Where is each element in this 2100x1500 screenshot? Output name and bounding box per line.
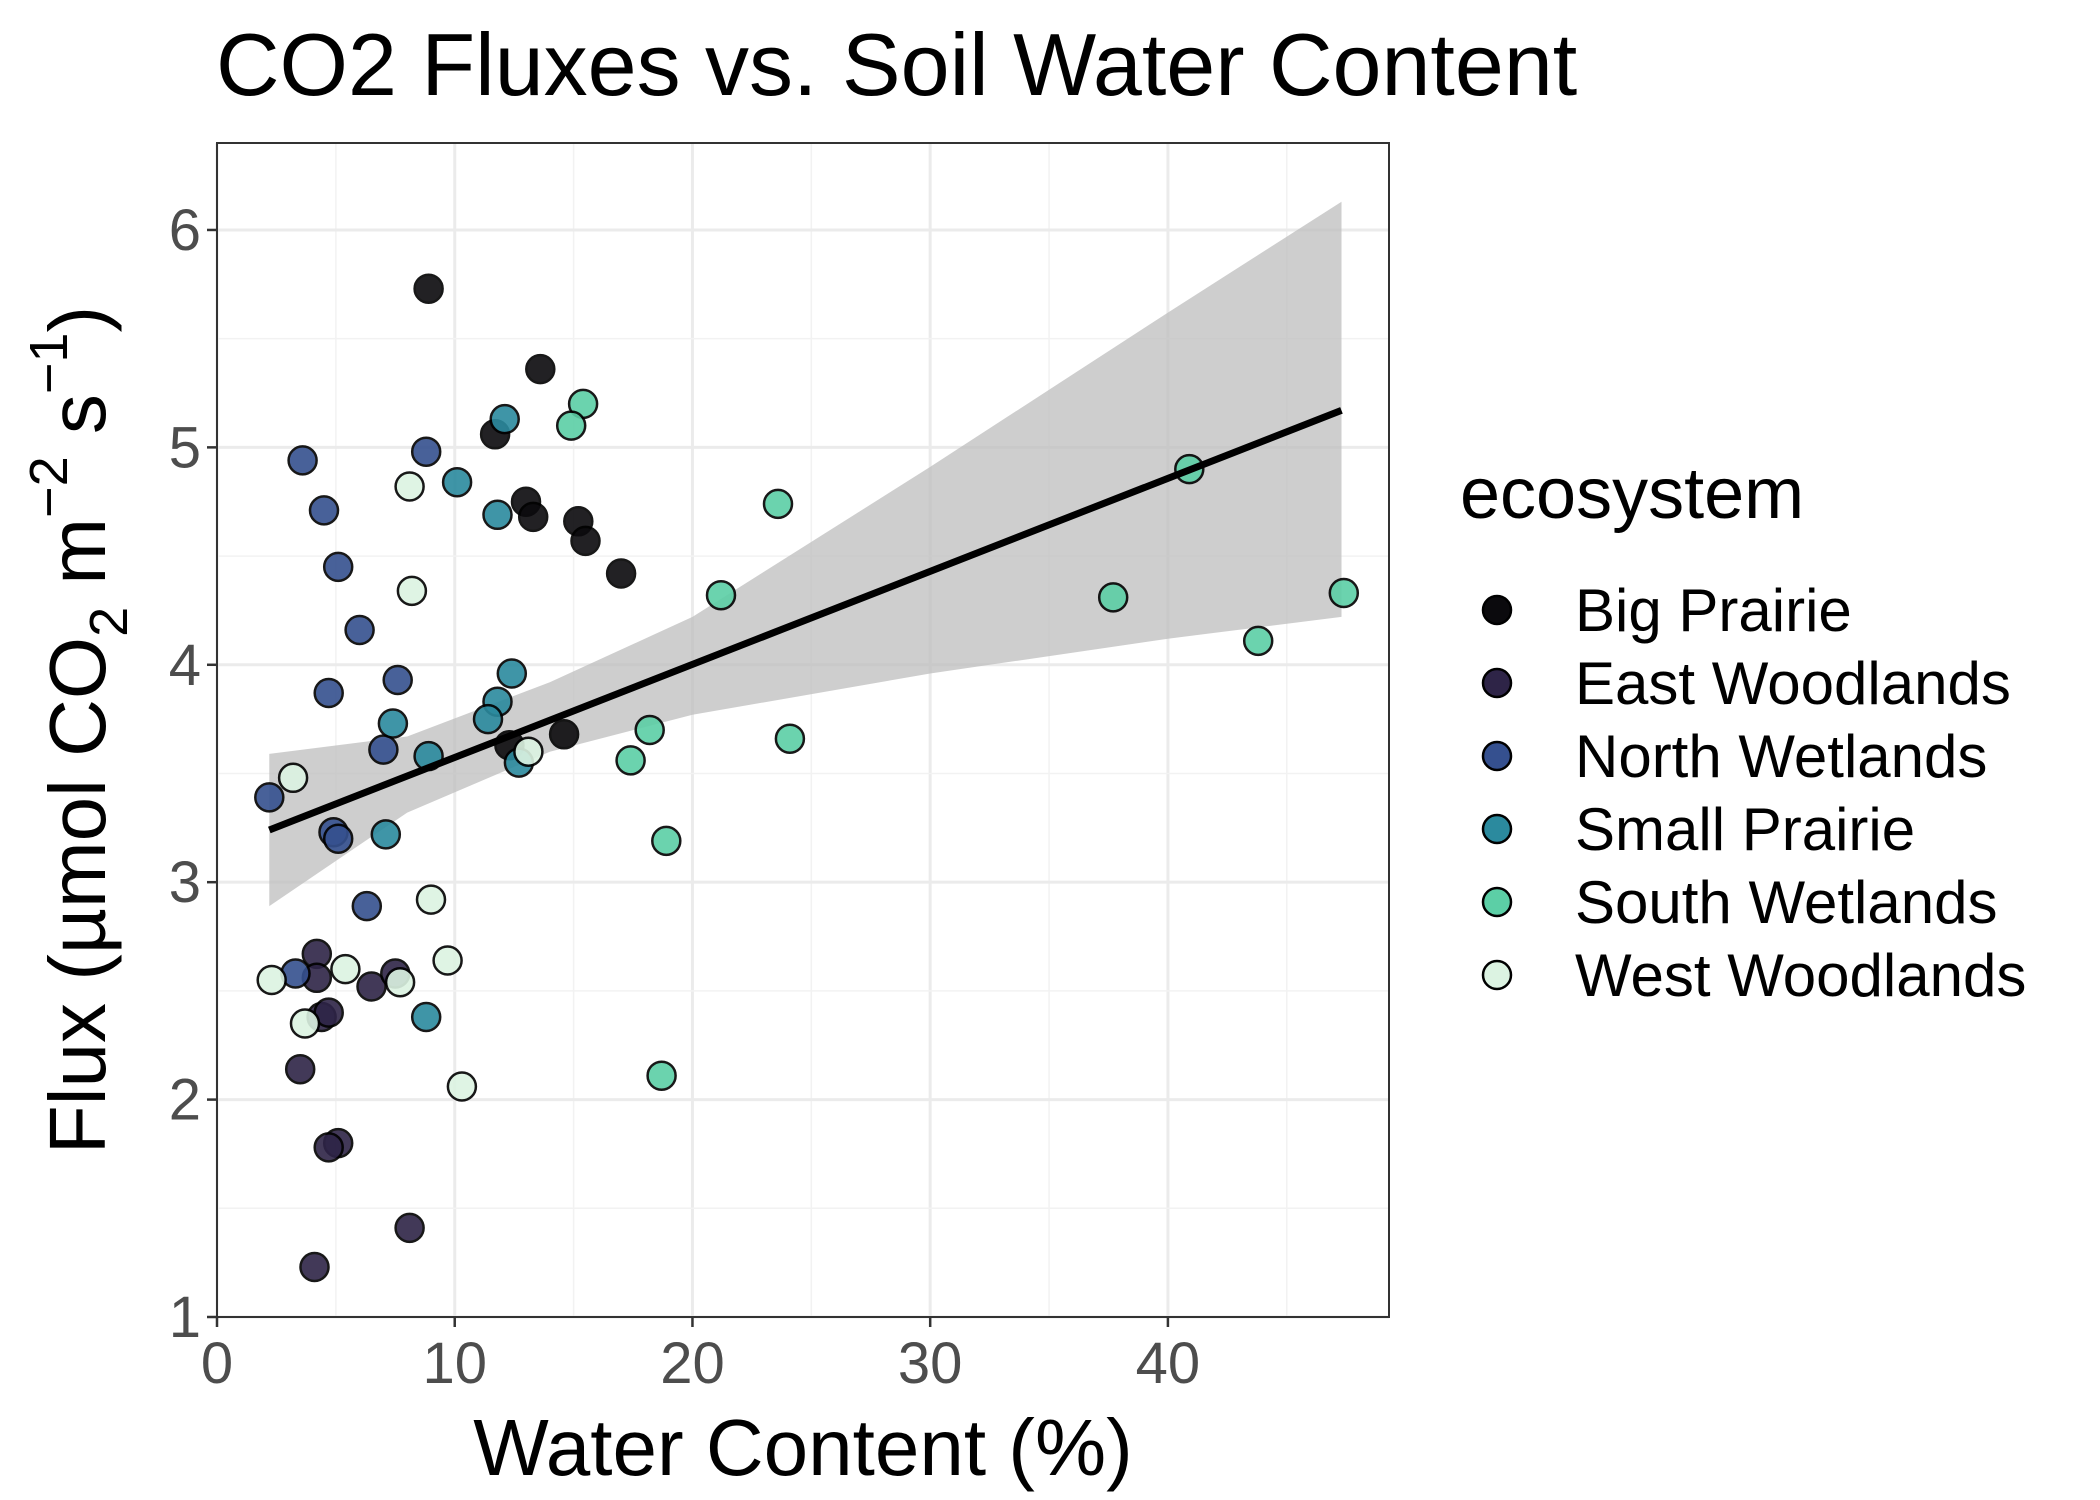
- point-north-wetlands: [254, 782, 285, 813]
- point-big-prairie: [605, 558, 637, 589]
- point-north-wetlands: [287, 445, 318, 476]
- chart-title: CO2 Fluxes vs. Soil Water Content: [216, 15, 1577, 114]
- point-west-woodlands: [384, 966, 416, 998]
- point-south-wetlands: [774, 723, 806, 754]
- point-west-woodlands: [330, 953, 361, 985]
- legend-key: [1481, 667, 1513, 699]
- axis-ticks: 0 10 20 30 40 1 2 3 4 5 6: [169, 198, 1200, 1396]
- point-south-wetlands: [555, 410, 587, 441]
- point-north-wetlands: [322, 823, 354, 854]
- y-tick-label: 3: [169, 850, 201, 915]
- plot-border: [216, 142, 1390, 1318]
- point-north-wetlands: [344, 614, 375, 646]
- point-west-woodlands: [415, 884, 447, 915]
- y-tick-label: 4: [169, 633, 201, 698]
- legend-label: South Wetlands: [1575, 869, 1998, 936]
- legend-item: Small Prairie: [1481, 796, 1915, 863]
- point-small-prairie: [472, 703, 504, 735]
- x-tick-label: 20: [660, 1331, 725, 1396]
- point-south-wetlands: [646, 1060, 677, 1091]
- legend-label: East Woodlands: [1575, 650, 2011, 717]
- legend-key: [1481, 594, 1513, 626]
- point-east-woodlands: [313, 1132, 344, 1163]
- legend-key: [1481, 813, 1513, 845]
- y-axis-title-s-exponent: −1: [19, 333, 79, 395]
- y-axis-title: Flux (µmol CO2 m−2 s−1): [19, 306, 139, 1154]
- point-south-wetlands: [1242, 625, 1274, 657]
- y-axis-title-prefix: Flux (µmol CO: [33, 637, 122, 1154]
- point-small-prairie: [496, 658, 528, 689]
- legend-label: Big Prairie: [1575, 577, 1852, 644]
- legend-item: Big Prairie: [1481, 577, 1852, 644]
- legend-key: [1481, 886, 1513, 918]
- y-axis-title-subscript: 2: [79, 607, 139, 637]
- point-south-wetlands: [615, 745, 646, 776]
- point-small-prairie: [482, 499, 513, 531]
- point-north-wetlands: [313, 677, 344, 709]
- x-axis-title: Water Content (%): [473, 1403, 1132, 1492]
- point-small-prairie: [489, 403, 520, 435]
- y-tick-label: 5: [169, 415, 201, 480]
- legend-item: South Wetlands: [1481, 869, 1998, 936]
- point-south-wetlands: [651, 825, 682, 857]
- point-east-woodlands: [394, 1212, 425, 1244]
- legend-item: East Woodlands: [1481, 650, 2011, 717]
- point-small-prairie: [441, 466, 473, 498]
- point-south-wetlands: [634, 714, 665, 746]
- point-south-wetlands: [762, 488, 794, 520]
- point-west-woodlands: [396, 575, 428, 607]
- point-small-prairie: [377, 708, 409, 739]
- confidence-band: [269, 201, 1342, 907]
- y-axis-title-suffix: ): [33, 306, 122, 333]
- point-east-woodlands: [284, 1053, 316, 1085]
- point-west-woodlands: [432, 945, 463, 976]
- data-points: [254, 273, 1360, 1283]
- point-west-woodlands: [446, 1071, 478, 1102]
- point-big-prairie: [570, 525, 601, 557]
- legend-label: West Woodlands: [1575, 942, 2026, 1009]
- point-big-prairie: [517, 501, 549, 533]
- x-tick-label: 40: [1136, 1331, 1201, 1396]
- point-north-wetlands: [368, 734, 399, 765]
- y-axis-title-m: m: [33, 518, 122, 607]
- x-tick-label: 30: [898, 1331, 963, 1396]
- point-west-woodlands: [277, 762, 309, 794]
- point-north-wetlands: [382, 664, 413, 696]
- legend-item: North Wetlands: [1481, 723, 1987, 790]
- point-big-prairie: [548, 719, 580, 750]
- point-west-woodlands: [513, 736, 544, 767]
- point-north-wetlands: [322, 551, 354, 583]
- point-south-wetlands: [1328, 577, 1360, 609]
- legend-title: ecosystem: [1460, 454, 1804, 534]
- point-west-woodlands: [289, 1008, 321, 1039]
- y-tick-label: 1: [169, 1285, 201, 1350]
- point-north-wetlands: [308, 495, 340, 526]
- legend-key: [1481, 740, 1513, 772]
- point-north-wetlands: [410, 436, 442, 467]
- point-south-wetlands: [1097, 582, 1129, 613]
- legend-label: Small Prairie: [1575, 796, 1915, 863]
- legend-key: [1481, 959, 1513, 991]
- point-big-prairie: [525, 353, 556, 385]
- point-west-woodlands: [256, 964, 287, 996]
- y-axis-title-m-exponent: −2: [19, 456, 79, 518]
- legend-item: West Woodlands: [1481, 942, 2026, 1009]
- x-tick-label: 10: [422, 1331, 487, 1396]
- y-axis-title-s: s: [33, 394, 122, 456]
- trend-line: [268, 407, 1343, 834]
- point-east-woodlands: [299, 1251, 330, 1283]
- point-small-prairie: [370, 819, 402, 850]
- y-tick-label: 6: [169, 198, 201, 263]
- point-big-prairie: [413, 273, 444, 304]
- point-small-prairie: [410, 1001, 442, 1033]
- point-north-wetlands: [351, 890, 383, 922]
- point-west-woodlands: [394, 471, 425, 502]
- y-tick-label: 2: [169, 1068, 201, 1133]
- x-tick-label: 0: [201, 1331, 233, 1396]
- legend-label: North Wetlands: [1575, 723, 1987, 790]
- point-south-wetlands: [705, 579, 737, 611]
